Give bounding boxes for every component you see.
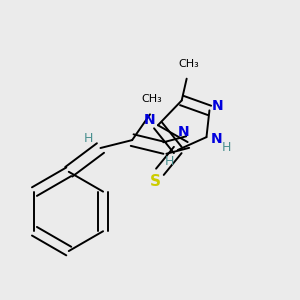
- Text: H: H: [84, 132, 93, 145]
- Text: S: S: [149, 174, 161, 189]
- Text: H: H: [165, 155, 175, 168]
- Text: N: N: [211, 132, 222, 146]
- Text: N: N: [144, 113, 156, 127]
- Text: N: N: [212, 99, 223, 113]
- Text: CH₃: CH₃: [142, 94, 162, 104]
- Text: H: H: [222, 140, 231, 154]
- Text: CH₃: CH₃: [178, 59, 199, 69]
- Text: N: N: [178, 125, 190, 139]
